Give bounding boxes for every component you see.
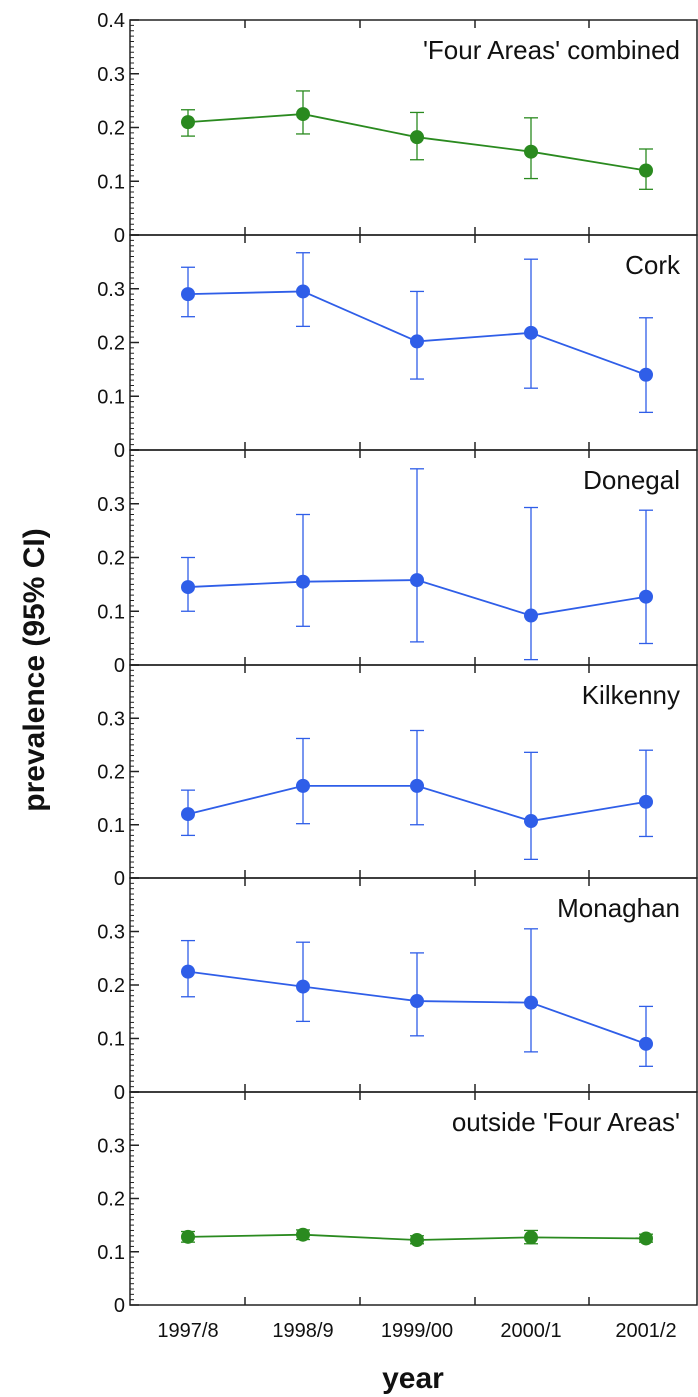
data-point: [181, 807, 195, 822]
y-tick-label: 0.1: [97, 386, 125, 408]
x-tick-label: 1999/00: [381, 1320, 453, 1342]
data-point: [410, 130, 424, 145]
y-tick-label: 0.1: [97, 1242, 125, 1264]
data-point: [639, 589, 653, 604]
data-point: [296, 574, 310, 589]
data-point: [524, 814, 538, 829]
y-tick-label: 0: [114, 868, 125, 890]
data-point: [296, 979, 310, 994]
data-point: [639, 367, 653, 382]
panel-title: Kilkenny: [582, 680, 680, 710]
y-tick-label: 0.1: [97, 171, 125, 193]
y-tick-label: 0.3: [97, 279, 125, 301]
data-point: [524, 995, 538, 1010]
data-point: [410, 994, 424, 1009]
data-point: [181, 115, 195, 130]
y-tick-label: 0.2: [97, 762, 125, 784]
y-tick-label: 0.3: [97, 494, 125, 516]
data-point: [296, 778, 310, 793]
y-tick-label: 0.3: [97, 64, 125, 86]
panels-group: 0 0.1 0.2 0.3 0.4 'Four Areas' combined 0 0.1 0.…: [97, 10, 698, 1342]
y-tick-label: 0: [114, 1295, 125, 1317]
panel-title: outside 'Four Areas': [452, 1107, 680, 1137]
panel-5: 0 0.1 0.2 0.3 outside 'Four Areas': [97, 1091, 698, 1317]
data-point: [181, 580, 195, 595]
panel-2: 0 0.1 0.2 0.3 Donegal: [97, 449, 698, 677]
y-tick-label: 0: [114, 655, 125, 677]
data-point: [181, 964, 195, 979]
data-point: [181, 287, 195, 302]
y-tick-label: 0.2: [97, 548, 125, 570]
data-point: [296, 284, 310, 299]
x-tick-label: 1998/9: [272, 1320, 333, 1342]
panel-title: Donegal: [583, 465, 680, 495]
y-tick-label: 0: [114, 1082, 125, 1104]
panel-title: 'Four Areas' combined: [423, 35, 680, 65]
panel-title: Monaghan: [557, 893, 680, 923]
y-tick-label: 0.3: [97, 922, 125, 944]
data-point: [410, 334, 424, 349]
data-point: [296, 1227, 310, 1242]
y-tick-label: 0.4: [97, 10, 125, 32]
panel-3: 0 0.1 0.2 0.3 Kilkenny: [97, 664, 698, 890]
y-axis-title: prevalence (95% CI): [18, 528, 51, 811]
y-tick-label: 0.1: [97, 815, 125, 837]
y-tick-label: 0.3: [97, 708, 125, 730]
data-point: [410, 573, 424, 588]
data-point: [410, 778, 424, 793]
y-tick-label: 0: [114, 225, 125, 247]
data-point: [524, 144, 538, 159]
panel-0: 0 0.1 0.2 0.3 0.4 'Four Areas' combined: [97, 10, 698, 247]
y-tick-label: 0: [114, 440, 125, 462]
y-tick-label: 0.3: [97, 1135, 125, 1157]
panel-4: 0 0.1 0.2 0.3 Monaghan: [97, 877, 698, 1104]
data-point: [524, 608, 538, 623]
x-tick-label: 1997/8: [157, 1320, 218, 1342]
panel-title: Cork: [625, 250, 681, 280]
y-tick-label: 0.2: [97, 975, 125, 997]
data-point: [639, 794, 653, 809]
data-point: [181, 1229, 195, 1244]
x-tick-label: 2000/1: [500, 1320, 561, 1342]
x-tick-label: 2001/2: [615, 1320, 676, 1342]
data-point: [639, 163, 653, 178]
panel-1: 0 0.1 0.2 0.3 Cork: [97, 234, 698, 462]
y-tick-label: 0.1: [97, 601, 125, 623]
y-tick-label: 0.2: [97, 333, 125, 355]
y-tick-label: 0.2: [97, 1189, 125, 1211]
data-point: [410, 1233, 424, 1248]
data-point: [639, 1231, 653, 1246]
y-tick-label: 0.2: [97, 118, 125, 140]
data-point: [639, 1036, 653, 1051]
x-axis-title: year: [382, 1362, 444, 1395]
data-point: [524, 325, 538, 340]
y-tick-label: 0.1: [97, 1029, 125, 1051]
data-point: [296, 107, 310, 122]
data-point: [524, 1230, 538, 1245]
